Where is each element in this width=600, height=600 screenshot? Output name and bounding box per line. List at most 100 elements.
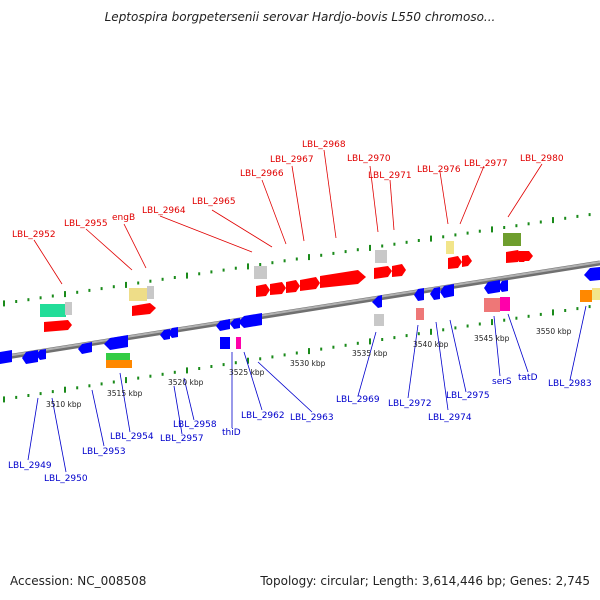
rev-feature-orange-b[interactable] — [580, 290, 592, 302]
label-lbl-2968[interactable]: LBL_2968 — [302, 140, 346, 150]
label-thiD[interactable]: thiD — [222, 428, 241, 438]
gene-lbl-2975[interactable] — [440, 284, 454, 298]
label-lbl-2954[interactable]: LBL_2954 — [110, 432, 154, 442]
gene-lbl-2952[interactable] — [44, 320, 72, 332]
gene-thiD[interactable] — [216, 319, 230, 331]
top-scale-tick — [27, 298, 30, 302]
reverse-features — [106, 288, 600, 368]
label-serS[interactable]: serS — [492, 377, 512, 387]
kbp-3545: 3545 kbp — [474, 334, 510, 343]
top-scale-tick — [210, 270, 213, 274]
top-scale-tick — [234, 266, 237, 270]
label-lbl-2972[interactable]: LBL_2972 — [388, 399, 432, 409]
label-lbl-2965[interactable]: LBL_2965 — [192, 197, 236, 207]
label-lbl-2975[interactable]: LBL_2975 — [446, 391, 490, 401]
gene-lbl-2971[interactable] — [392, 264, 406, 277]
rev-feature-salmon-a[interactable] — [416, 308, 424, 320]
label-lbl-2955[interactable]: LBL_2955 — [64, 219, 108, 229]
top-scale-tick — [161, 277, 164, 281]
bottom-scale-tick — [405, 334, 408, 338]
label-lbl-2964[interactable]: LBL_2964 — [142, 206, 186, 216]
feature-grey-c[interactable] — [254, 266, 267, 279]
label-lbl-2967[interactable]: LBL_2967 — [270, 155, 314, 165]
gene-lbl-2962[interactable] — [230, 318, 240, 329]
label-lbl-2983[interactable]: LBL_2983 — [548, 379, 592, 389]
label-lbl-2950[interactable]: LBL_2950 — [44, 474, 88, 484]
gene-lbl-2983[interactable] — [584, 267, 600, 281]
label-lbl-2958[interactable]: LBL_2958 — [173, 420, 217, 430]
gene-lbl-2964[interactable] — [256, 284, 270, 297]
label-lbl-2953[interactable]: LBL_2953 — [82, 447, 126, 457]
top-scale-tick — [393, 242, 396, 246]
gene-lbl-2977[interactable] — [462, 255, 472, 267]
rev-feature-salmon-b[interactable] — [484, 298, 500, 312]
feature-yellow-b[interactable] — [446, 241, 454, 254]
label-lbl-2957[interactable]: LBL_2957 — [160, 434, 204, 444]
top-scale-tick — [454, 233, 457, 237]
gene-lbl-2953[interactable] — [78, 342, 92, 354]
bottom-scale-tick — [564, 309, 567, 312]
label-lbl-2949[interactable]: LBL_2949 — [8, 461, 52, 471]
label-lbl-2976[interactable]: LBL_2976 — [417, 165, 461, 175]
top-scale-tick — [112, 285, 115, 289]
feature-green[interactable] — [40, 304, 66, 317]
gene-lbl-2957[interactable] — [160, 329, 170, 340]
gene-lbl-2955[interactable] — [132, 303, 156, 316]
bottom-scale-tick — [173, 370, 176, 374]
gene-serS[interactable] — [484, 280, 500, 294]
feature-grey-b[interactable] — [147, 286, 154, 299]
gene-lbl-2970[interactable] — [374, 266, 392, 279]
top-scale-tick — [186, 272, 188, 279]
rev-feature-grey[interactable] — [374, 314, 384, 326]
gene-lbl-2980[interactable] — [506, 250, 522, 263]
gene-lbl-2965[interactable] — [270, 282, 286, 295]
bottom-scale-tick — [491, 319, 493, 326]
label-lbl-2980[interactable]: LBL_2980 — [520, 154, 564, 164]
gene-lbl-2968[interactable] — [320, 270, 366, 288]
label-lbl-2966[interactable]: LBL_2966 — [240, 169, 284, 179]
rev-feature-magenta-a[interactable] — [236, 337, 241, 349]
feature-grey-a[interactable] — [65, 302, 72, 315]
gene-lbl-2958[interactable] — [168, 327, 178, 338]
label-lbl-2970[interactable]: LBL_2970 — [347, 154, 391, 164]
gene-lbl-2972[interactable] — [414, 288, 424, 301]
rev-feature-yellow[interactable] — [592, 288, 600, 300]
kbp-3550: 3550 kbp — [536, 327, 572, 336]
label-lbl-2971[interactable]: LBL_2971 — [368, 171, 412, 181]
gene-lbl-2963[interactable] — [238, 313, 262, 328]
bottom-scale-tick — [100, 382, 103, 386]
bottom-scale-tick — [27, 394, 30, 397]
rev-feature-magenta-b[interactable] — [500, 297, 510, 311]
gene-lbl-2949[interactable] — [0, 350, 12, 364]
label-lbl-2962[interactable]: LBL_2962 — [241, 411, 285, 421]
label-engB[interactable]: engB — [112, 213, 135, 223]
gene-lbl-2976[interactable] — [448, 256, 462, 269]
label-lbl-2974[interactable]: LBL_2974 — [428, 413, 472, 423]
accession-text: Accession: NC_008508 — [10, 574, 147, 588]
gene-lbl-2969[interactable] — [372, 295, 382, 308]
rev-feature-orange[interactable] — [106, 360, 132, 368]
kbp-3525: 3525 kbp — [229, 368, 265, 377]
top-scale-tick — [381, 244, 384, 248]
label-lbl-2963[interactable]: LBL_2963 — [290, 413, 334, 423]
gene-lbl-2962-b[interactable] — [220, 337, 230, 349]
gene-lbl-2967[interactable] — [300, 277, 320, 291]
gene-tatD[interactable] — [498, 280, 508, 292]
top-scale-tick — [491, 226, 493, 233]
gene-lbl-2950[interactable] — [22, 350, 38, 364]
feature-yellow-a[interactable] — [129, 288, 147, 301]
gene-lbl-2966[interactable] — [286, 280, 300, 293]
feature-grey-d[interactable] — [375, 250, 387, 263]
label-lbl-2952[interactable]: LBL_2952 — [12, 230, 56, 240]
summary-text: Topology: circular; Length: 3,614,446 bp… — [260, 574, 590, 588]
gene-lbl-2974[interactable] — [430, 287, 440, 300]
top-scale-tick — [222, 268, 225, 272]
rev-feature-green[interactable] — [106, 353, 130, 360]
gene-lbl-2954[interactable] — [104, 335, 128, 350]
label-lbl-2969[interactable]: LBL_2969 — [336, 395, 380, 405]
gene-lbl-2950b[interactable] — [36, 349, 46, 360]
label-lbl-2977[interactable]: LBL_2977 — [464, 159, 508, 169]
bottom-scale-tick — [161, 372, 164, 376]
label-tatD[interactable]: tatD — [518, 373, 538, 383]
feature-olive[interactable] — [503, 233, 521, 246]
